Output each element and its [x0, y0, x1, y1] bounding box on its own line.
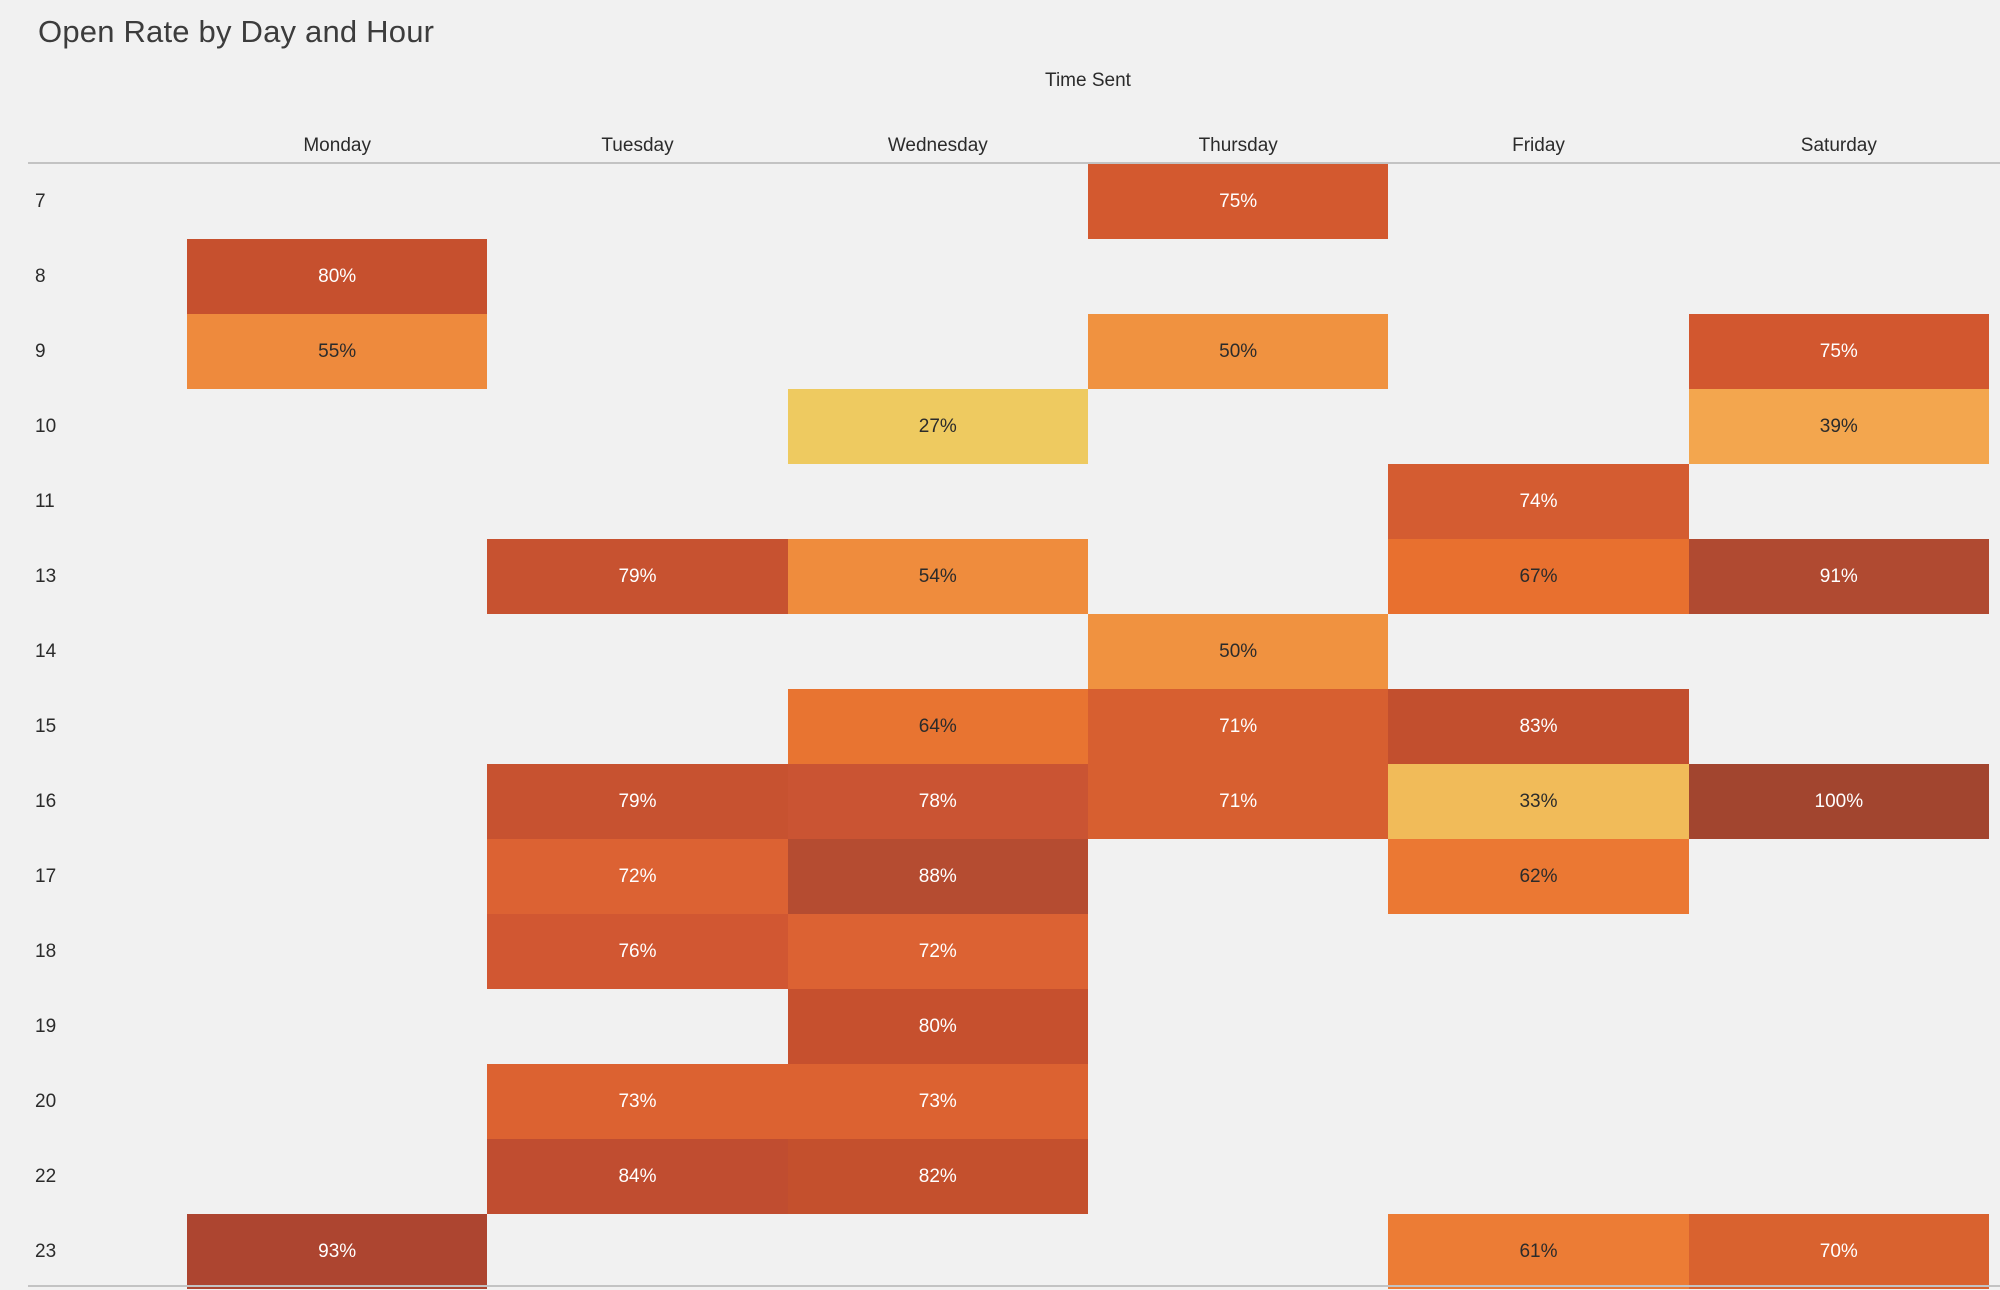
row-label-13: 13 [35, 565, 57, 587]
heatmap-grid: 7 8 9 10 11 13 14 15 16 17 18 19 20 22 23 75% 80% 55% 50% 7… [0, 164, 2000, 1289]
heatmap-cell-tuesday-16[interactable]: 79% [487, 764, 788, 839]
row-label-22: 22 [35, 1165, 57, 1187]
column-header-tuesday: Tuesday [601, 135, 674, 156]
row-label-10: 10 [35, 415, 57, 437]
heatmap-cell-wednesday-17[interactable]: 88% [787, 839, 1088, 914]
header-divider-line [28, 162, 2000, 164]
x-axis-title: Time Sent [1045, 70, 1131, 91]
heatmap-cell-thursday-15[interactable]: 71% [1088, 689, 1389, 764]
heatmap-cell-saturday-9[interactable]: 75% [1688, 314, 1989, 389]
heatmap-cell-thursday-16[interactable]: 71% [1088, 764, 1389, 839]
row-label-17: 17 [35, 865, 57, 887]
heatmap-cell-wednesday-18[interactable]: 72% [787, 914, 1088, 989]
column-headers: Monday Tuesday Wednesday Thursday Friday Satu… [0, 133, 2000, 159]
heatmap-cell-tuesday-20[interactable]: 73% [487, 1064, 788, 1139]
heatmap-cell-friday-13[interactable]: 67% [1388, 539, 1689, 614]
heatmap-cell-saturday-16[interactable]: 100% [1688, 764, 1989, 839]
heatmap-cell-tuesday-18[interactable]: 76% [487, 914, 788, 989]
heatmap-cell-friday-23[interactable]: 61% [1388, 1214, 1689, 1289]
row-label-11: 11 [35, 490, 55, 512]
heatmap-cell-wednesday-10[interactable]: 27% [787, 389, 1088, 464]
heatmap-cell-friday-17[interactable]: 62% [1388, 839, 1689, 914]
heatmap-cell-wednesday-16[interactable]: 78% [787, 764, 1088, 839]
heatmap-cell-wednesday-13[interactable]: 54% [787, 539, 1088, 614]
heatmap-cell-wednesday-20[interactable]: 73% [787, 1064, 1088, 1139]
heatmap-cell-monday-9[interactable]: 55% [187, 314, 488, 389]
row-label-14: 14 [35, 640, 57, 662]
row-label-15: 15 [35, 715, 57, 737]
row-label-7: 7 [35, 190, 46, 212]
row-label-8: 8 [35, 265, 46, 287]
heatmap-cell-thursday-7[interactable]: 75% [1088, 164, 1389, 239]
heatmap-cell-monday-23[interactable]: 93% [187, 1214, 488, 1289]
column-header-thursday: Thursday [1198, 135, 1278, 156]
heatmap-cell-tuesday-17[interactable]: 72% [487, 839, 788, 914]
heatmap-cell-friday-15[interactable]: 83% [1388, 689, 1689, 764]
heatmap-cell-wednesday-15[interactable]: 64% [787, 689, 1088, 764]
heatmap-cell-friday-11[interactable]: 74% [1388, 464, 1689, 539]
heatmap-cell-monday-8[interactable]: 80% [187, 239, 488, 314]
row-label-9: 9 [35, 340, 46, 362]
row-label-20: 20 [35, 1090, 57, 1112]
row-label-18: 18 [35, 940, 57, 962]
heatmap-cell-tuesday-13[interactable]: 79% [487, 539, 788, 614]
column-header-friday: Friday [1512, 135, 1565, 156]
heatmap-cell-saturday-13[interactable]: 91% [1688, 539, 1989, 614]
row-label-19: 19 [35, 1015, 57, 1037]
heatmap-cell-thursday-9[interactable]: 50% [1088, 314, 1389, 389]
bottom-axis-line [28, 1285, 2000, 1287]
heatmap-cell-wednesday-22[interactable]: 82% [787, 1139, 1088, 1214]
heatmap-cell-thursday-14[interactable]: 50% [1088, 614, 1389, 689]
column-header-saturday: Saturday [1800, 135, 1877, 156]
heatmap-cell-friday-16[interactable]: 33% [1388, 764, 1689, 839]
heatmap-cell-saturday-23[interactable]: 70% [1688, 1214, 1989, 1289]
heatmap-cell-saturday-10[interactable]: 39% [1688, 389, 1989, 464]
column-header-wednesday: Wednesday [887, 135, 988, 156]
row-label-16: 16 [35, 790, 57, 812]
chart-title: Open Rate by Day and Hour [38, 14, 435, 49]
column-header-monday: Monday [303, 135, 371, 156]
row-label-23: 23 [35, 1240, 57, 1262]
heatmap-cell-tuesday-22[interactable]: 84% [487, 1139, 788, 1214]
heatmap-cell-wednesday-19[interactable]: 80% [787, 989, 1088, 1064]
